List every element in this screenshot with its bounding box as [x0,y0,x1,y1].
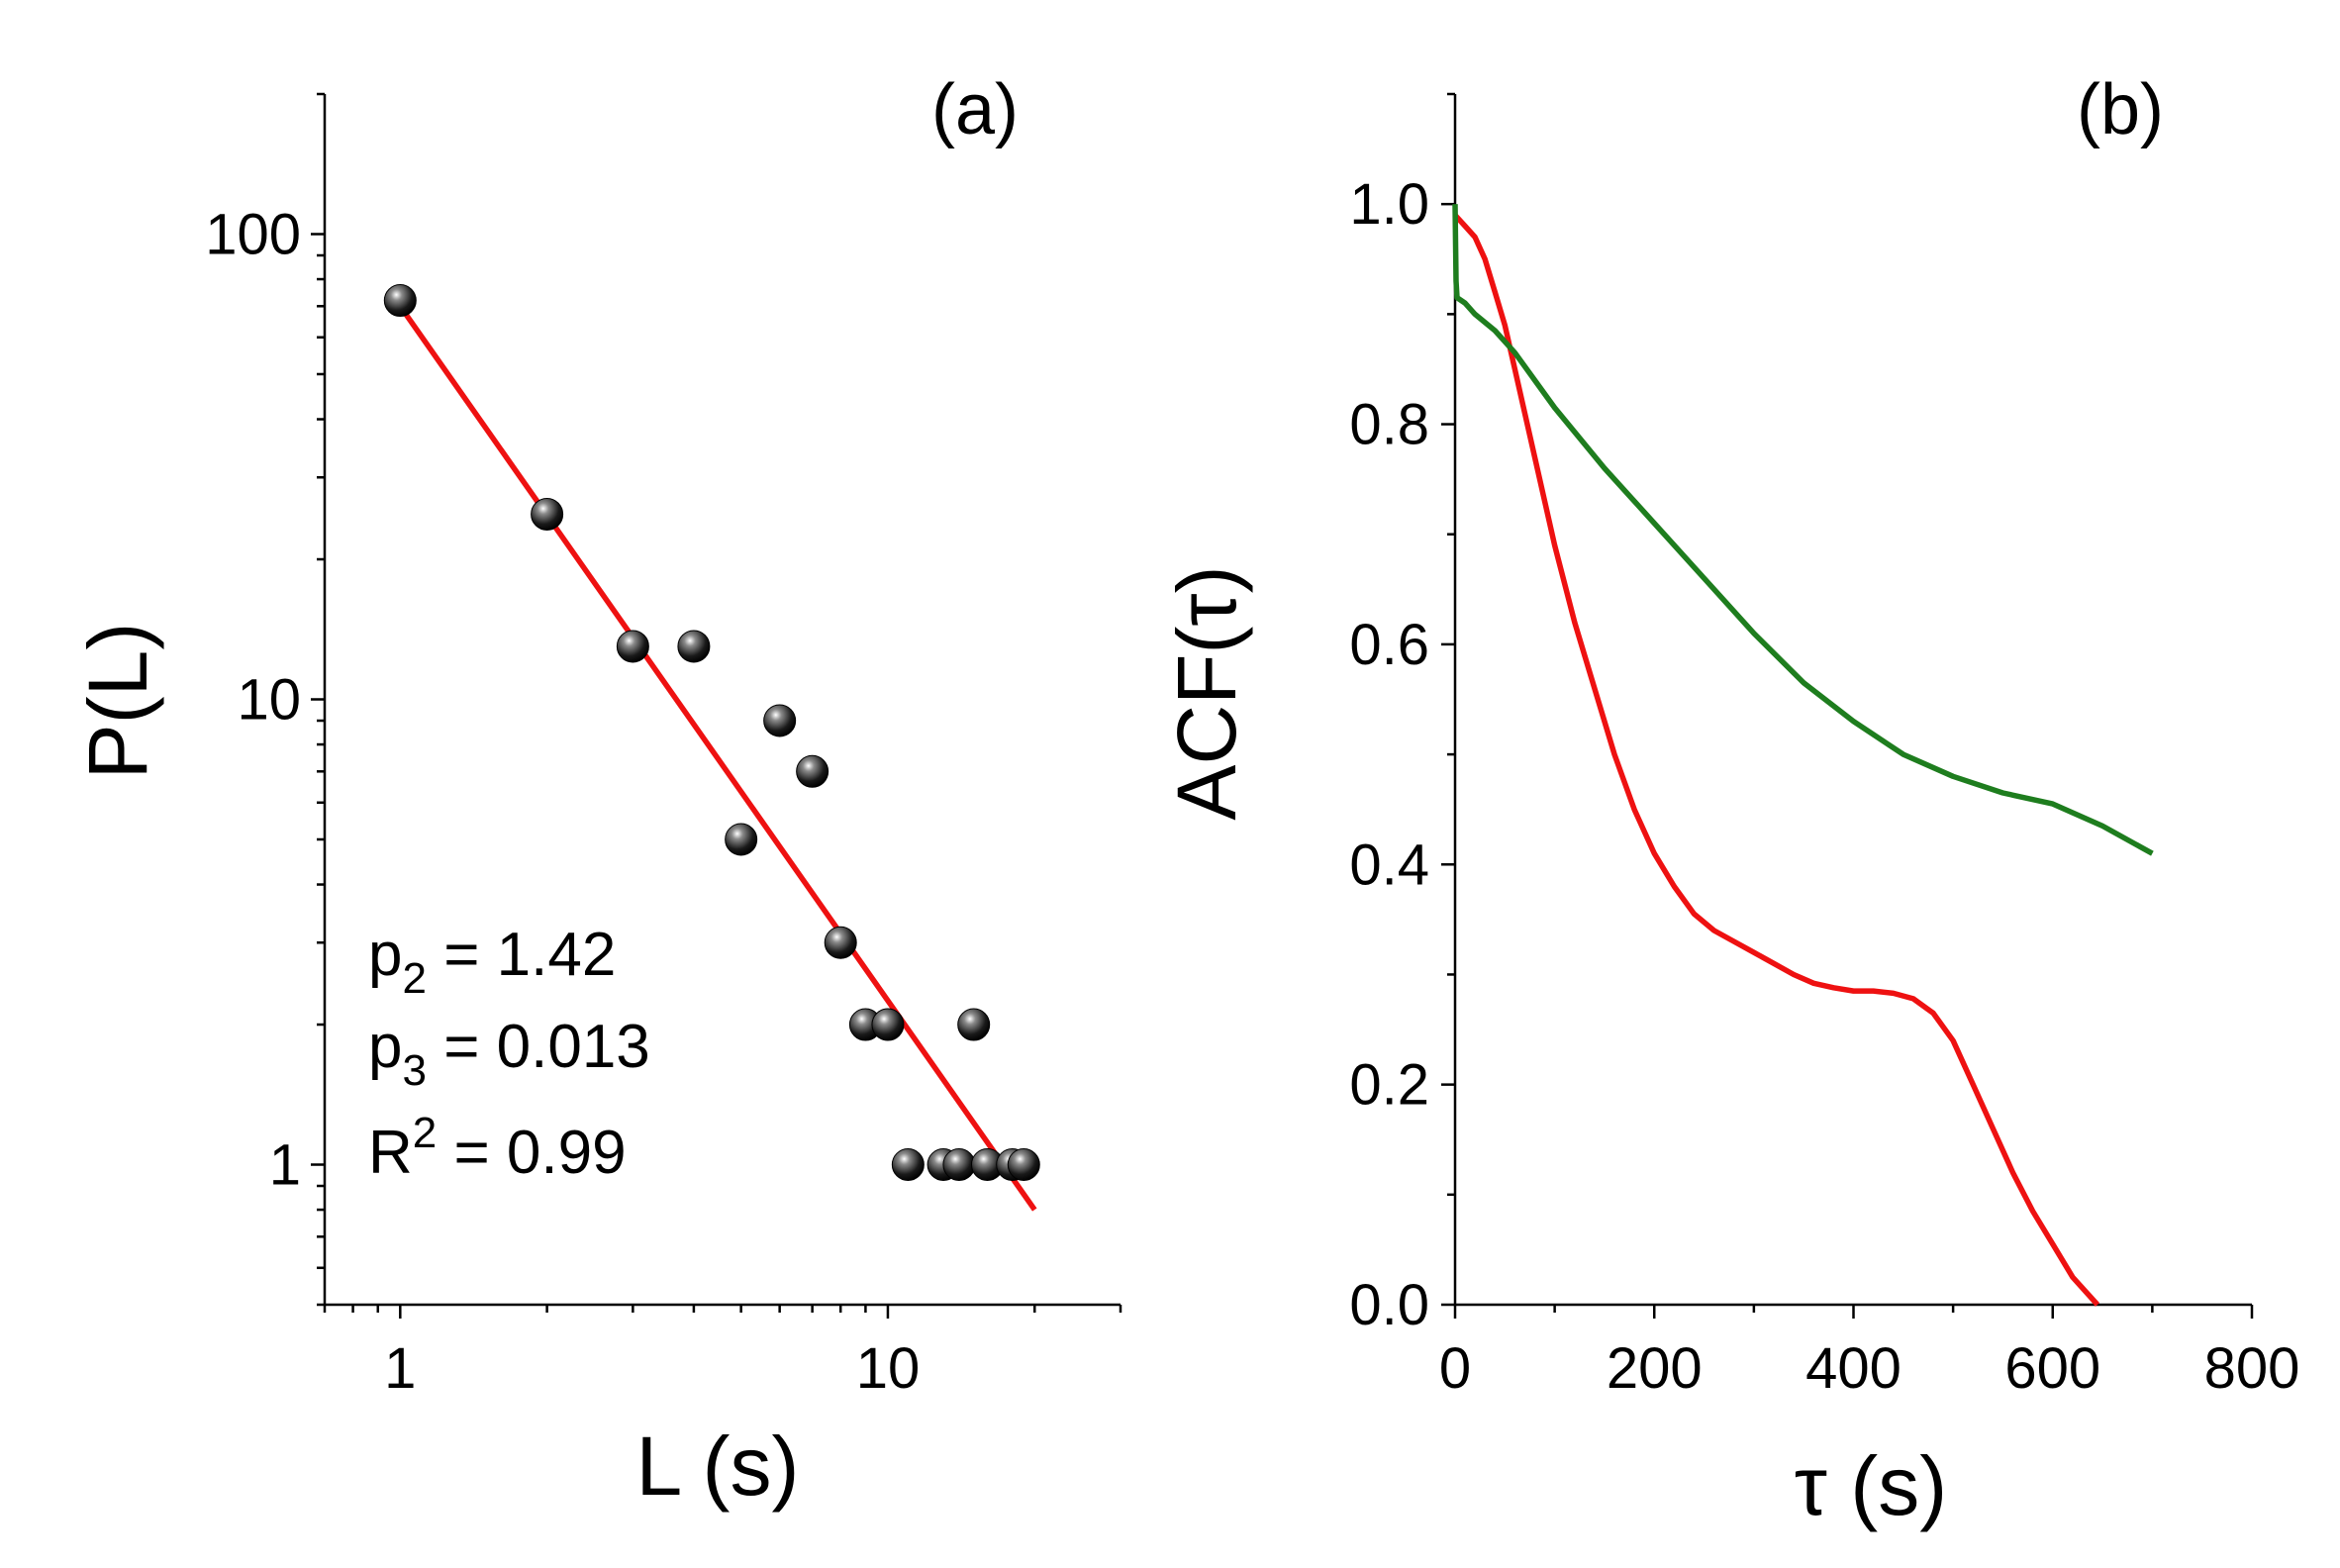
panel-b-series [1452,204,2154,1307]
panel-b-y-tick-label: 0.6 [1349,613,1429,677]
panel-b-x-tick-label: 200 [1607,1336,1703,1401]
panel-b-x-tick-label: 800 [2204,1336,2300,1401]
data-point [383,284,417,318]
panel-a-label: (a) [931,70,1019,149]
panel-a-y-tick-label: 10 [237,668,301,733]
panel-a-fit-line [398,304,1037,1212]
data-point [677,630,711,663]
panel-a-log-log-scatter: 1 10 100 1 10 (a) L (s) P(L) p2 = 1.42 p3 = 0… [71,70,1122,1513]
fit-annotation: p3 = 0.013 [368,1013,650,1095]
data-point [725,823,758,856]
panel-b-y-tick-label: 0.2 [1349,1053,1429,1118]
red-acf-line [1452,213,2100,1307]
panel-b-acf-lines: 0.0 0.2 0.4 0.6 0.8 1.0 0 200 400 600 800 (b) τ (s… [1160,70,2299,1532]
data-point [891,1148,925,1182]
panel-b-y-tick-label: 0.4 [1349,833,1429,897]
panel-a-points [383,284,1040,1182]
panel-a-axes: 1 10 100 1 10 [205,92,1122,1401]
panel-b-axes: 0.0 0.2 0.4 0.6 0.8 1.0 0 200 400 600 800 [1349,92,2300,1401]
panel-b-x-tick-label: 400 [1805,1336,1901,1401]
data-point [942,1148,976,1182]
panel-a-x-tick-label: 10 [856,1336,921,1401]
data-point [796,754,829,788]
panel-b-xlabel: τ (s) [1795,1439,1947,1532]
panel-a-y-tick-label: 1 [269,1133,301,1198]
panel-a-y-tick-label: 100 [205,202,301,266]
panel-b-x-tick-label: 0 [1439,1336,1471,1401]
data-point [871,1008,905,1041]
panel-b-ylabel: ACF(τ) [1160,565,1253,820]
panel-a-fit-annotations: p2 = 1.42 p3 = 0.013 R2 = 0.99 [368,921,650,1187]
panel-b-y-tick-label: 0.0 [1349,1273,1429,1337]
data-point [616,630,649,663]
panel-a-ylabel: P(L) [71,623,164,780]
data-point [1007,1148,1040,1182]
panel-b-x-tick-label: 600 [2004,1336,2100,1401]
data-point [824,926,857,959]
panel-b-y-tick-label: 0.8 [1349,393,1429,457]
data-point [531,497,564,531]
panel-b-y-tick-label: 1.0 [1349,172,1429,237]
fit-annotation: p2 = 1.42 [368,921,616,1003]
green-acf-line [1452,204,2154,856]
data-point [957,1008,991,1041]
fit-annotation: R2 = 0.99 [368,1109,627,1187]
fit-line-segment [398,304,1037,1212]
panel-a-x-tick-label: 1 [384,1336,416,1401]
panel-a-xlabel: L (s) [636,1420,800,1513]
data-point [763,704,797,737]
panel-b-label: (b) [2077,70,2164,149]
